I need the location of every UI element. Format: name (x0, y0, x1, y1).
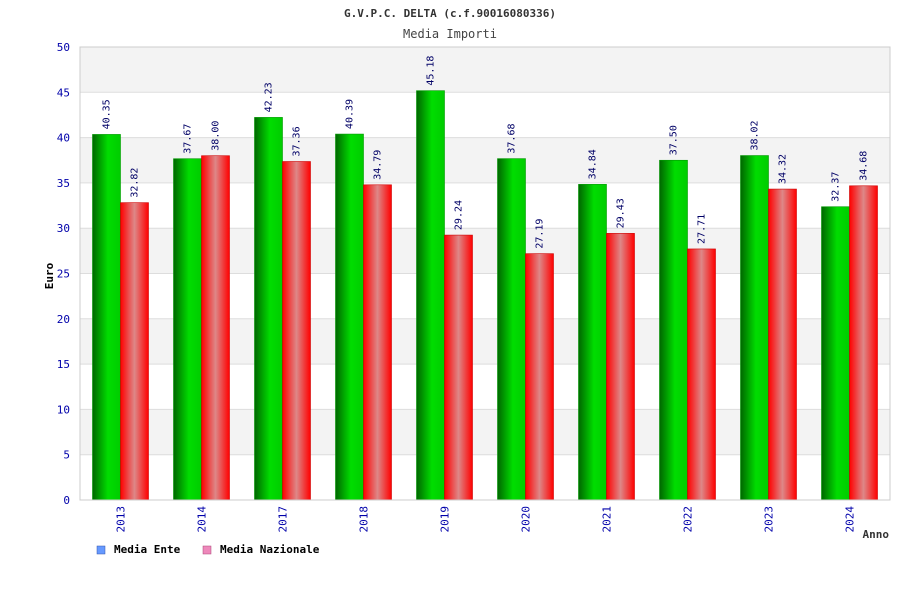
data-label-media-nazionale-2024: 34.68 (859, 151, 870, 181)
y-tick-label: 20 (57, 313, 70, 326)
legend-swatch-media-ente (96, 545, 106, 555)
data-label-media-ente-2021: 34.84 (588, 149, 599, 179)
bar-media-nazionale-2020 (525, 253, 554, 501)
x-tick-label-2023: 2023 (763, 506, 776, 533)
bar-media-nazionale-2013 (120, 202, 149, 501)
bar-media-nazionale-2023 (768, 188, 797, 501)
data-label-media-ente-2017: 42.23 (264, 82, 275, 112)
data-label-media-nazionale-2021: 29.43 (616, 198, 627, 228)
x-tick-label-2019: 2019 (439, 506, 452, 533)
data-label-media-nazionale-2017: 37.36 (292, 126, 303, 156)
chart-title: G.V.P.C. DELTA (c.f.90016080336) (344, 7, 556, 20)
y-tick-label: 15 (57, 358, 70, 371)
bar-media-ente-2013 (92, 134, 121, 501)
legend-swatch-media-nazionale (202, 545, 212, 555)
data-label-media-ente-2020: 37.68 (507, 124, 518, 154)
y-tick-label: 35 (57, 177, 70, 190)
x-axis-label: Anno (863, 528, 890, 541)
data-label-media-nazionale-2022: 27.71 (697, 214, 708, 244)
data-label-media-ente-2019: 45.18 (426, 56, 437, 86)
data-label-media-nazionale-2013: 32.82 (130, 168, 141, 198)
bar-media-ente-2014 (173, 158, 202, 501)
legend: Media Ente Media Nazionale (96, 543, 320, 556)
x-tick-label-2020: 2020 (520, 506, 533, 533)
x-tick-label-2022: 2022 (682, 506, 695, 533)
bar-media-ente-2018 (335, 133, 364, 501)
data-label-media-ente-2022: 37.50 (669, 125, 680, 155)
y-tick-label: 45 (57, 86, 70, 99)
data-label-media-nazionale-2020: 27.19 (535, 219, 546, 249)
data-label-media-ente-2013: 40.35 (102, 99, 113, 129)
data-label-media-ente-2018: 40.39 (345, 99, 356, 129)
y-tick-label: 30 (57, 222, 70, 235)
data-label-media-nazionale-2014: 38.00 (211, 121, 222, 151)
x-tick-label-2017: 2017 (277, 506, 290, 533)
bar-media-nazionale-2018 (363, 184, 392, 501)
x-tick-label-2021: 2021 (601, 506, 614, 533)
data-label-media-ente-2024: 32.37 (831, 172, 842, 202)
bar-media-ente-2022 (659, 159, 688, 501)
x-tick-label-2013: 2013 (115, 506, 128, 533)
bar-media-ente-2024 (821, 206, 850, 501)
bars: 40.35 32.82 37.67 38.00 42.23 37.36 40.39 34.79… (92, 56, 878, 501)
data-label-media-nazionale-2023: 34.32 (778, 154, 789, 184)
bar-media-ente-2023 (740, 155, 769, 501)
bar-media-ente-2021 (578, 184, 607, 501)
bar-media-nazionale-2022 (687, 248, 716, 501)
y-tick-label: 40 (57, 132, 70, 145)
bar-media-nazionale-2024 (849, 185, 878, 501)
chart-subtitle: Media Importi (403, 27, 497, 41)
bar-media-nazionale-2017 (282, 161, 311, 501)
x-tick-label-2014: 2014 (196, 506, 209, 533)
legend-label-media-ente: Media Ente (114, 543, 181, 556)
y-tick-label: 25 (57, 268, 70, 281)
data-label-media-nazionale-2019: 29.24 (454, 200, 465, 230)
plot-band (80, 47, 890, 93)
legend-label-media-nazionale: Media Nazionale (220, 543, 320, 556)
data-label-media-ente-2023: 38.02 (750, 120, 761, 150)
y-tick-label: 0 (63, 494, 70, 507)
data-label-media-nazionale-2018: 34.79 (373, 150, 384, 180)
y-tick-label: 10 (57, 403, 70, 416)
y-axis-ticks: 0 5 10 15 20 25 30 35 40 45 50 (57, 41, 70, 507)
y-axis-label: Euro (43, 262, 56, 289)
bar-media-ente-2019 (416, 90, 445, 501)
x-tick-label-2024: 2024 (844, 506, 857, 533)
bar-media-ente-2017 (254, 117, 283, 501)
bar-media-nazionale-2021 (606, 233, 635, 501)
data-label-media-ente-2014: 37.67 (183, 124, 194, 154)
bar-media-nazionale-2014 (201, 155, 230, 501)
y-tick-label: 5 (63, 449, 70, 462)
y-tick-label: 50 (57, 41, 70, 54)
x-axis-ticks: 2013 2014 2017 2018 2019 2020 2021 2022 2023 2024 (115, 506, 857, 533)
plot-frame (79, 46, 891, 501)
bar-media-ente-2020 (497, 158, 526, 501)
bar-media-nazionale-2019 (444, 234, 473, 501)
x-tick-label-2018: 2018 (358, 506, 371, 533)
